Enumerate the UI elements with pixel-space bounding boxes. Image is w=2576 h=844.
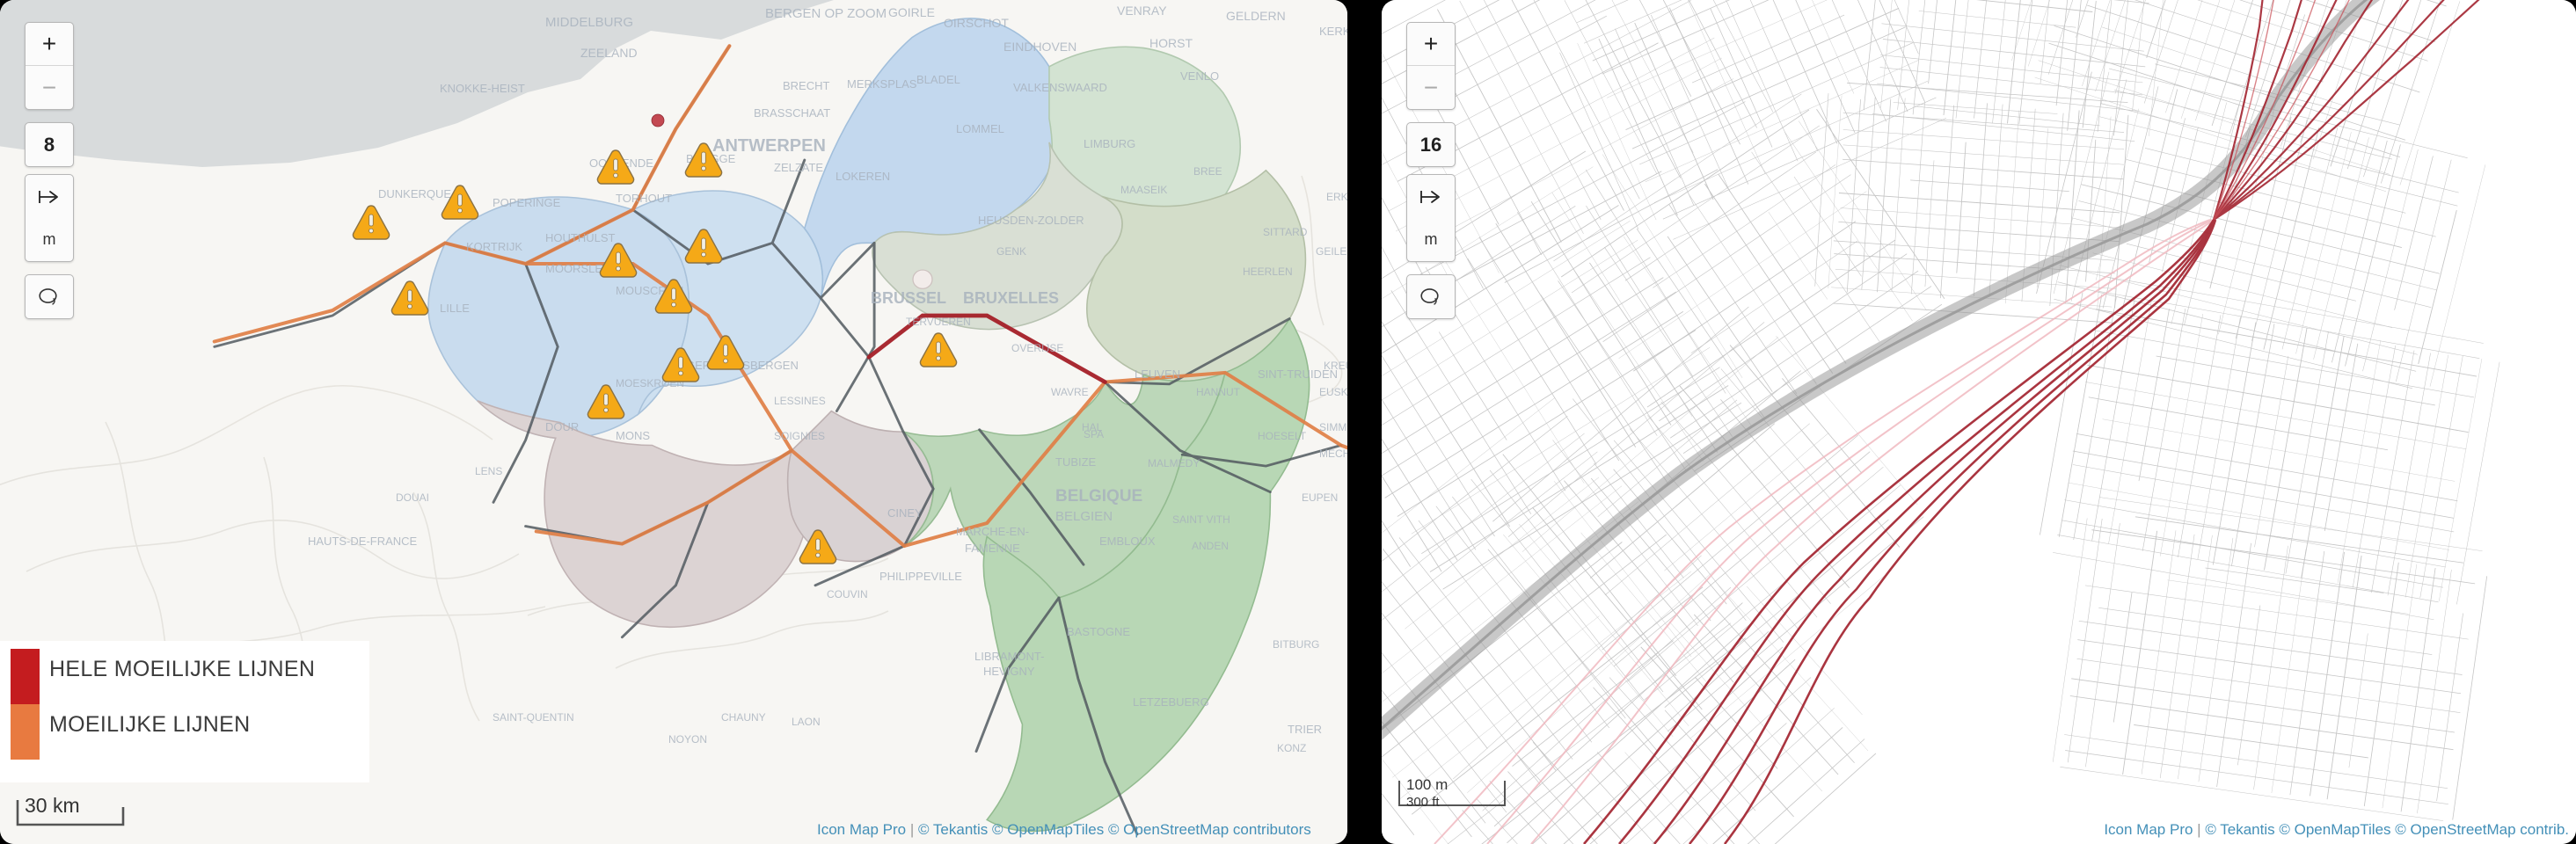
svg-text:BRUXELLES: BRUXELLES (963, 289, 1059, 307)
svg-text:TRIER: TRIER (1288, 723, 1322, 736)
svg-text:LAON: LAON (792, 716, 821, 728)
svg-text:BELGIEN: BELGIEN (1055, 509, 1113, 524)
svg-text:KNOKKE-HEIST: KNOKKE-HEIST (440, 82, 525, 95)
svg-text:MERKSPLAS: MERKSPLAS (847, 77, 917, 91)
svg-text:BREE: BREE (1193, 165, 1222, 178)
svg-text:LIMBURG: LIMBURG (1084, 137, 1135, 150)
svg-text:EMBLOUX: EMBLOUX (1099, 535, 1156, 548)
svg-text:LENS: LENS (475, 465, 502, 477)
svg-text:COUVIN: COUVIN (827, 588, 868, 600)
svg-text:VENRAY: VENRAY (1117, 4, 1167, 18)
svg-text:HORST: HORST (1149, 36, 1193, 50)
svg-text:NOYON: NOYON (668, 733, 707, 746)
svg-text:BRASSCHAAT: BRASSCHAAT (754, 106, 830, 120)
svg-text:LILLE: LILLE (440, 302, 470, 315)
svg-text:SITTARD: SITTARD (1263, 226, 1308, 238)
svg-text:BASTOGNE: BASTOGNE (1067, 625, 1130, 638)
svg-text:PHILIPPEVILLE: PHILIPPEVILLE (879, 570, 962, 583)
svg-text:MECHERNICH: MECHERNICH (1319, 447, 1347, 460)
svg-text:DOUR: DOUR (545, 420, 579, 433)
svg-text:HANNUT: HANNUT (1196, 386, 1241, 398)
svg-text:MARCHE-EN-: MARCHE-EN- (956, 525, 1029, 538)
svg-text:KERKEN: KERKEN (1319, 25, 1347, 38)
svg-text:TUBIZE: TUBIZE (1055, 455, 1097, 469)
svg-text:GENK: GENK (996, 245, 1026, 258)
svg-text:SAINT-QUENTIN: SAINT-QUENTIN (493, 711, 574, 724)
svg-text:VENLO: VENLO (1180, 69, 1219, 83)
svg-text:TERVUEREN: TERVUEREN (906, 316, 971, 328)
svg-text:SIMMERATH: SIMMERATH (1319, 421, 1347, 433)
svg-text:EINDHOVEN: EINDHOVEN (1003, 40, 1076, 54)
svg-text:LIBRAMONT-: LIBRAMONT- (974, 650, 1044, 663)
svg-text:SINT-TRUIDEN: SINT-TRUIDEN (1258, 367, 1338, 381)
svg-text:SAINT VITH: SAINT VITH (1172, 513, 1230, 526)
svg-text:ZEELAND: ZEELAND (580, 46, 638, 60)
svg-text:ERKELENZ: ERKELENZ (1326, 191, 1347, 203)
svg-text:LESSINES: LESSINES (774, 395, 826, 407)
svg-text:TORHOUT: TORHOUT (616, 192, 672, 205)
svg-text:EUPEN: EUPEN (1302, 491, 1338, 504)
svg-text:POPERINGE: POPERINGE (493, 196, 561, 209)
svg-text:HEVIGNY: HEVIGNY (983, 665, 1035, 678)
svg-text:ANDEN: ANDEN (1192, 540, 1229, 552)
svg-text:KORTRIJK: KORTRIJK (466, 240, 522, 253)
svg-text:KONZ: KONZ (1277, 742, 1306, 754)
svg-text:LOMMEL: LOMMEL (956, 122, 1004, 135)
svg-text:MAASEIK: MAASEIK (1120, 184, 1167, 196)
svg-text:BITBURG: BITBURG (1273, 638, 1319, 651)
svg-text:BELGIQUE: BELGIQUE (1055, 487, 1142, 506)
svg-text:EUSKIRCHEN: EUSKIRCHEN (1319, 386, 1347, 398)
svg-text:HEERLEN: HEERLEN (1243, 266, 1293, 278)
svg-text:MIDDELBURG: MIDDELBURG (545, 15, 633, 30)
svg-text:CINEY: CINEY (887, 506, 923, 520)
svg-text:OVERIJSE: OVERIJSE (1011, 342, 1063, 354)
svg-text:GEILENKIRCHEN: GEILENKIRCHEN (1316, 245, 1347, 258)
svg-text:BRUSSEL: BRUSSEL (871, 289, 946, 307)
svg-text:SPA: SPA (1084, 428, 1104, 440)
svg-text:MALMEDY: MALMEDY (1148, 457, 1200, 469)
svg-text:GOIRLE: GOIRLE (888, 5, 935, 19)
svg-text:VALKENSWAARD: VALKENSWAARD (1013, 81, 1107, 94)
svg-text:DUNKERQUE: DUNKERQUE (378, 187, 451, 200)
svg-text:HOUTHULST: HOUTHULST (545, 231, 616, 244)
svg-text:HOESELT: HOESELT (1258, 430, 1307, 442)
svg-text:FAMENNE: FAMENNE (965, 542, 1020, 555)
svg-text:ZELZATE: ZELZATE (774, 161, 823, 174)
svg-text:ANTWERPEN: ANTWERPEN (712, 136, 826, 156)
svg-text:LEUVEN: LEUVEN (1135, 367, 1180, 381)
svg-text:LOKEREN: LOKEREN (836, 170, 890, 183)
svg-text:WAVRE: WAVRE (1051, 386, 1089, 398)
svg-text:BLADEL: BLADEL (916, 73, 960, 86)
svg-text:BRECHT: BRECHT (783, 79, 830, 92)
svg-text:HAUTS-DE-FRANCE: HAUTS-DE-FRANCE (308, 535, 418, 548)
svg-text:BERGEN OP ZOOM: BERGEN OP ZOOM (765, 6, 887, 21)
svg-text:OIRSCHOT: OIRSCHOT (944, 16, 1009, 30)
svg-text:HEUSDEN-ZOLDER: HEUSDEN-ZOLDER (978, 214, 1084, 227)
svg-text:SOIGNIES: SOIGNIES (774, 430, 825, 442)
svg-text:LETZEBUERG: LETZEBUERG (1133, 695, 1209, 709)
svg-text:GELDERN: GELDERN (1226, 9, 1286, 23)
svg-text:DOUAI: DOUAI (396, 491, 429, 504)
svg-text:MONS: MONS (616, 429, 650, 442)
svg-text:CHAUNY: CHAUNY (721, 711, 766, 724)
